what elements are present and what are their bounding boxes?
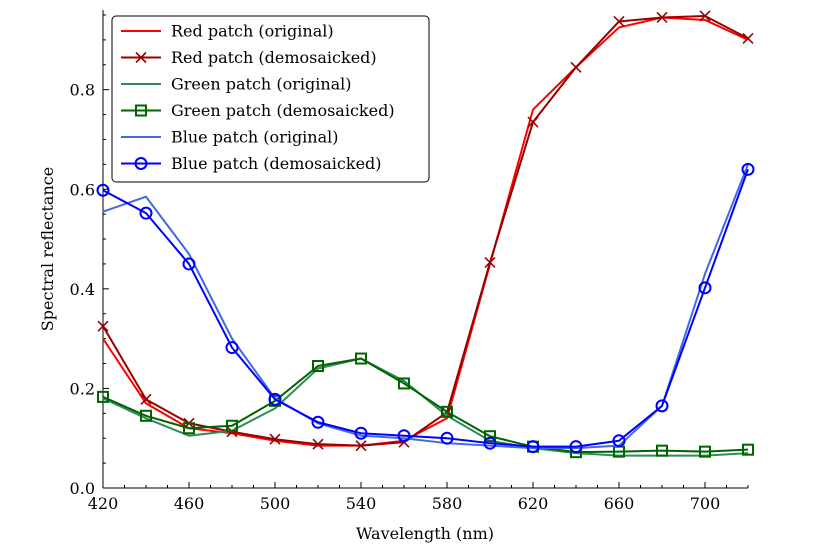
axes: 420 460 500 540 580 620 660 700 0.0 0.2 0.4 0.6 0.8 [70, 10, 749, 513]
square-marker [140, 409, 152, 422]
y-tick-label: 0.0 [70, 479, 95, 498]
legend-label: Blue patch (original) [171, 128, 339, 147]
red-patch-original-series [102, 16, 749, 447]
legend-entry: Blue patch (original) [121, 128, 339, 147]
legend: Red patch (original) Red patch (demosaick… [111, 15, 430, 183]
legend-entry: Green patch (original) [121, 75, 352, 94]
x-marker [742, 32, 754, 44]
x-marker [355, 440, 367, 452]
x-tick-label: 700 [690, 494, 721, 513]
series-group [96, 10, 755, 459]
square-marker [656, 444, 668, 457]
x-tick-label: 540 [346, 494, 377, 513]
y-tick-label: 0.6 [70, 180, 95, 199]
y-tick-label: 0.8 [70, 81, 95, 100]
x-marker [312, 438, 324, 450]
circle-marker [741, 162, 755, 176]
square-marker [355, 352, 367, 365]
legend-label: Green patch (demosaicked) [171, 101, 395, 120]
circle-marker [354, 426, 368, 440]
x-marker-stroke [613, 15, 625, 28]
x-marker-stroke [135, 51, 147, 64]
legend-label: Green patch (original) [171, 75, 352, 94]
square-marker [226, 419, 238, 432]
circle-marker [483, 436, 497, 450]
circle-marker [96, 183, 110, 197]
x-axis-label: Wavelength (nm) [356, 524, 494, 543]
legend-label: Red patch (original) [171, 22, 334, 41]
blue-patch-original-series [102, 163, 749, 450]
legend-entry: Red patch (original) [121, 22, 334, 41]
x-marker [135, 51, 147, 64]
legend-box [111, 15, 430, 183]
square-marker [183, 422, 195, 435]
circle-marker [268, 392, 282, 406]
circle-marker [612, 434, 626, 448]
blue-patch-demosaicked-series [96, 162, 755, 454]
green-patch-demosaicked-series [97, 352, 754, 459]
blue-patch-demosaicked-line [102, 168, 749, 448]
x-marker-stroke [97, 320, 109, 332]
square-marker [441, 405, 453, 418]
y-tick-label: 0.2 [70, 379, 95, 398]
circle-marker [655, 399, 669, 413]
x-marker-stroke [140, 393, 152, 405]
green-patch-demosaicked-line [102, 357, 749, 454]
legend-label: Blue patch (demosaicked) [171, 154, 382, 173]
x-tick-label: 660 [604, 494, 635, 513]
x-marker [484, 256, 496, 269]
x-marker-stroke [656, 11, 668, 24]
y-axis-label: Spectral reflectance [38, 167, 57, 331]
x-marker-stroke [355, 440, 367, 452]
legend-label: Red patch (demosaicked) [171, 48, 377, 67]
square-marker [135, 104, 147, 117]
blue-patch-original-line [102, 163, 749, 450]
square-marker [97, 390, 109, 403]
square-marker [699, 445, 711, 458]
circle-marker [311, 415, 325, 429]
x-tick-label: 460 [174, 494, 205, 513]
legend-entry: Green patch (demosaicked) [121, 101, 395, 120]
x-marker-stroke [312, 438, 324, 450]
x-marker [613, 15, 625, 28]
circle-marker [440, 431, 454, 445]
x-marker [140, 393, 152, 405]
x-marker [699, 10, 711, 22]
red-patch-original-line [102, 16, 749, 447]
y-tick-label: 0.4 [70, 280, 95, 299]
circle-marker [139, 206, 153, 220]
x-marker-stroke [269, 433, 281, 445]
square-marker [398, 377, 410, 390]
x-marker [656, 11, 668, 24]
circle-marker [526, 440, 540, 454]
legend-entry: Red patch (demosaicked) [121, 48, 377, 67]
square-marker [312, 360, 324, 373]
circle-marker [397, 429, 411, 443]
x-marker [269, 433, 281, 445]
circle-marker [225, 341, 239, 355]
x-marker [97, 320, 109, 332]
circle-marker [182, 257, 196, 271]
circle-marker [569, 440, 583, 454]
x-marker [527, 116, 539, 128]
circle-marker [698, 281, 712, 295]
x-tick-label: 500 [260, 494, 291, 513]
x-marker [570, 61, 582, 73]
x-marker-stroke [527, 116, 539, 128]
square-marker [742, 443, 754, 456]
legend-entry: Blue patch (demosaicked) [121, 154, 382, 173]
x-tick-label: 620 [518, 494, 549, 513]
square-marker [484, 430, 496, 443]
x-tick-label: 580 [432, 494, 463, 513]
circle-marker [134, 157, 148, 170]
x-marker-stroke [484, 256, 496, 269]
x-marker-stroke [570, 61, 582, 73]
x-tick-label: 420 [88, 494, 119, 513]
x-marker-stroke [742, 32, 754, 44]
x-marker-stroke [699, 10, 711, 22]
